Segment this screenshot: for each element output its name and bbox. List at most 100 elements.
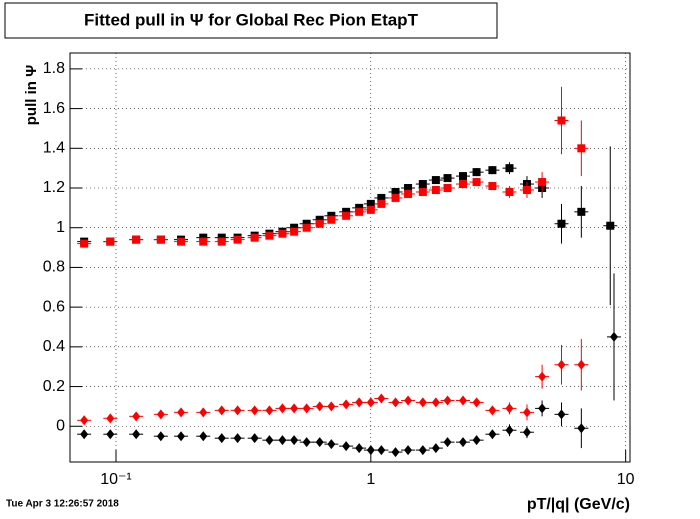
- diamond-marker: [577, 423, 586, 434]
- diamond-marker: [290, 435, 299, 446]
- diamond-marker: [217, 405, 226, 416]
- diamond-marker: [80, 429, 89, 440]
- square-marker: [404, 189, 413, 198]
- diamond-marker: [431, 397, 440, 408]
- diamond-marker: [505, 403, 514, 414]
- square-marker: [459, 172, 468, 181]
- square-marker: [355, 207, 364, 216]
- diamond-marker: [488, 405, 497, 416]
- square-marker: [106, 237, 115, 246]
- square-marker: [522, 185, 531, 194]
- square-marker: [132, 235, 141, 244]
- diamond-marker: [315, 401, 324, 412]
- square-marker: [233, 235, 242, 244]
- square-marker: [577, 144, 586, 153]
- square-marker: [302, 223, 311, 232]
- diamond-marker: [377, 393, 386, 404]
- x-tick-label: 10⁻¹: [100, 471, 132, 488]
- y-tick-label: 1.2: [43, 179, 65, 196]
- diamond-marker: [557, 409, 566, 420]
- diamond-marker: [233, 405, 242, 416]
- square-marker: [80, 239, 89, 248]
- diamond-marker: [177, 431, 186, 442]
- square-marker: [366, 199, 375, 208]
- square-marker: [488, 166, 497, 175]
- y-tick-label: 1.6: [43, 100, 65, 117]
- diamond-marker: [199, 407, 208, 418]
- diamond-marker: [609, 331, 618, 342]
- square-marker: [342, 211, 351, 220]
- diamond-marker: [538, 403, 547, 414]
- square-marker: [418, 187, 427, 196]
- diamond-marker: [377, 445, 386, 456]
- diamond-marker: [459, 437, 468, 448]
- diamond-marker: [404, 395, 413, 406]
- diamond-marker: [538, 371, 547, 382]
- diamond-marker: [106, 413, 115, 424]
- diamond-marker: [278, 435, 287, 446]
- y-tick-label: 0.4: [43, 338, 65, 355]
- y-tick-label: 0.6: [43, 298, 65, 315]
- diamond-marker: [132, 429, 141, 440]
- diamond-marker: [366, 445, 375, 456]
- square-marker: [278, 229, 287, 238]
- square-marker: [315, 219, 324, 228]
- square-marker: [431, 185, 440, 194]
- diamond-marker: [302, 403, 311, 414]
- diamond-marker: [156, 409, 165, 420]
- square-marker: [557, 219, 566, 228]
- y-tick-label: 1.4: [43, 140, 65, 157]
- diamond-marker: [577, 359, 586, 370]
- diamond-marker: [505, 425, 514, 436]
- y-tick-label: 1.8: [43, 60, 65, 77]
- square-marker: [290, 227, 299, 236]
- square-marker: [391, 193, 400, 202]
- diamond-marker: [106, 429, 115, 440]
- square-marker: [443, 184, 452, 193]
- square-marker: [377, 193, 386, 202]
- diamond-marker: [327, 401, 336, 412]
- diamond-marker: [342, 399, 351, 410]
- diamond-marker: [472, 397, 481, 408]
- diamond-marker: [418, 445, 427, 456]
- diamond-marker: [391, 447, 400, 458]
- diamond-marker: [342, 441, 351, 452]
- square-marker: [577, 207, 586, 216]
- diamond-marker: [404, 445, 413, 456]
- square-marker: [250, 233, 259, 242]
- square-marker: [199, 237, 208, 246]
- diamond-marker: [132, 411, 141, 422]
- square-marker: [217, 237, 226, 246]
- y-tick-label: 0: [56, 417, 65, 434]
- diamond-marker: [250, 405, 259, 416]
- diamond-marker: [278, 403, 287, 414]
- x-axis-label: pT/|q| (GeV/c): [527, 496, 630, 513]
- timestamp: Tue Apr 3 12:26:57 2018: [6, 499, 119, 510]
- diamond-marker: [488, 429, 497, 440]
- square-marker: [557, 116, 566, 125]
- diamond-marker: [443, 395, 452, 406]
- x-tick-label: 1: [366, 471, 375, 488]
- diamond-marker: [391, 397, 400, 408]
- diamond-marker: [522, 407, 531, 418]
- square-marker: [418, 180, 427, 189]
- square-marker: [327, 215, 336, 224]
- chart-title: Fitted pull in Ψ for Global Rec Pion Eta…: [84, 10, 419, 29]
- y-axis-label: pull in Ψ: [23, 65, 40, 125]
- diamond-marker: [265, 435, 274, 446]
- diamond-marker: [265, 405, 274, 416]
- diamond-marker: [290, 403, 299, 414]
- square-marker: [391, 187, 400, 196]
- y-tick-label: 1: [56, 219, 65, 236]
- square-marker: [472, 178, 481, 187]
- diamond-marker: [250, 433, 259, 444]
- plot-frame: [69, 52, 631, 463]
- square-marker: [443, 174, 452, 183]
- x-tick-label: 10: [617, 471, 635, 488]
- title-box: [4, 2, 498, 39]
- diamond-marker: [459, 395, 468, 406]
- diamond-marker: [418, 397, 427, 408]
- diamond-marker: [233, 433, 242, 444]
